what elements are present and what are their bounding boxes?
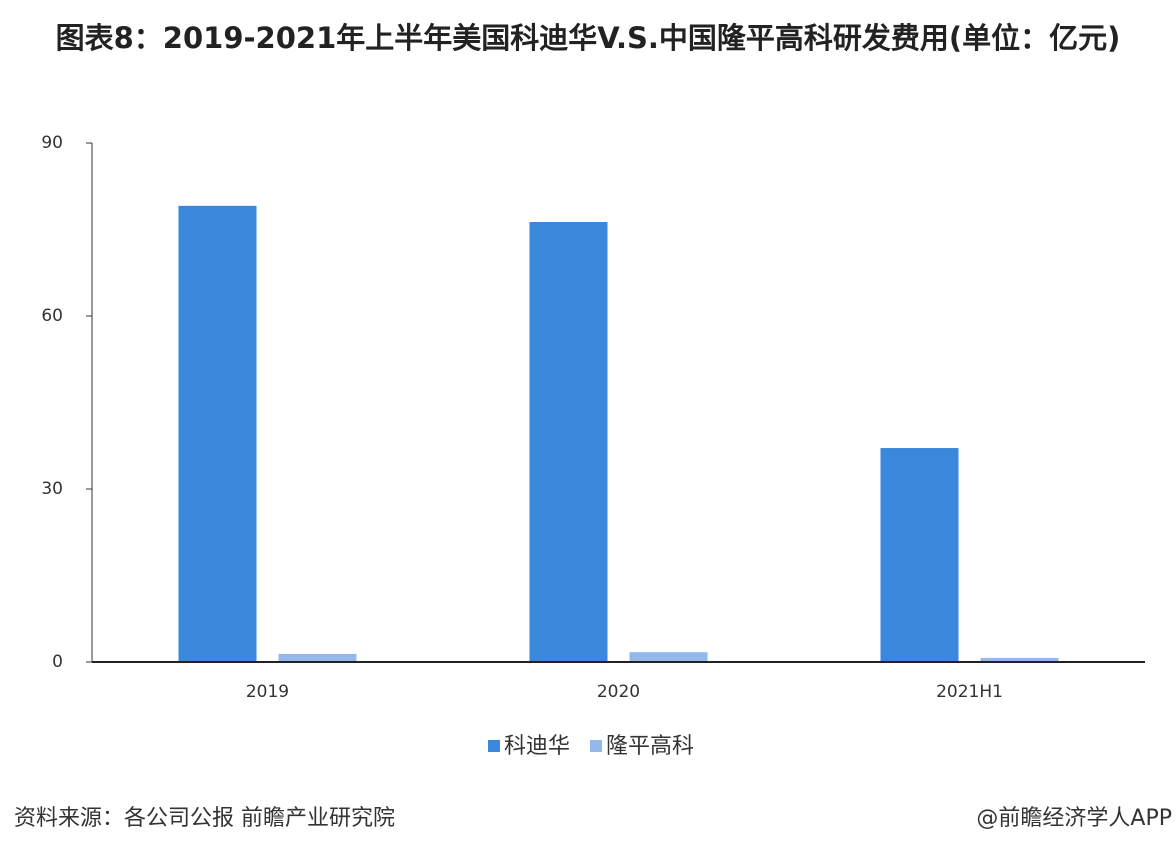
legend-swatch [488, 740, 500, 752]
x-tick-label: 2019 [246, 682, 289, 702]
x-tick-label: 2020 [597, 682, 640, 702]
bar [529, 222, 608, 662]
legend-label: 科迪华 [504, 734, 570, 759]
bar [980, 657, 1059, 662]
bar [278, 653, 357, 662]
legend-label: 隆平高科 [606, 734, 694, 759]
x-tick-label: 2021H1 [936, 682, 1003, 702]
credit: @前瞻经济学人APP [976, 806, 1172, 831]
chart-title: 图表8：2019-2021年上半年美国科迪华V.S.中国隆平高科研发费用(单位：… [55, 21, 1121, 55]
bar [629, 652, 708, 662]
bar [880, 448, 959, 662]
y-tick-label: 0 [52, 652, 63, 672]
y-tick-label: 60 [41, 306, 63, 326]
y-tick-label: 90 [41, 133, 63, 153]
source: 资料来源：各公司公报 前瞻产业研究院 [14, 806, 395, 831]
y-tick-label: 30 [41, 479, 63, 499]
bar [178, 205, 257, 662]
legend-swatch [590, 740, 603, 752]
